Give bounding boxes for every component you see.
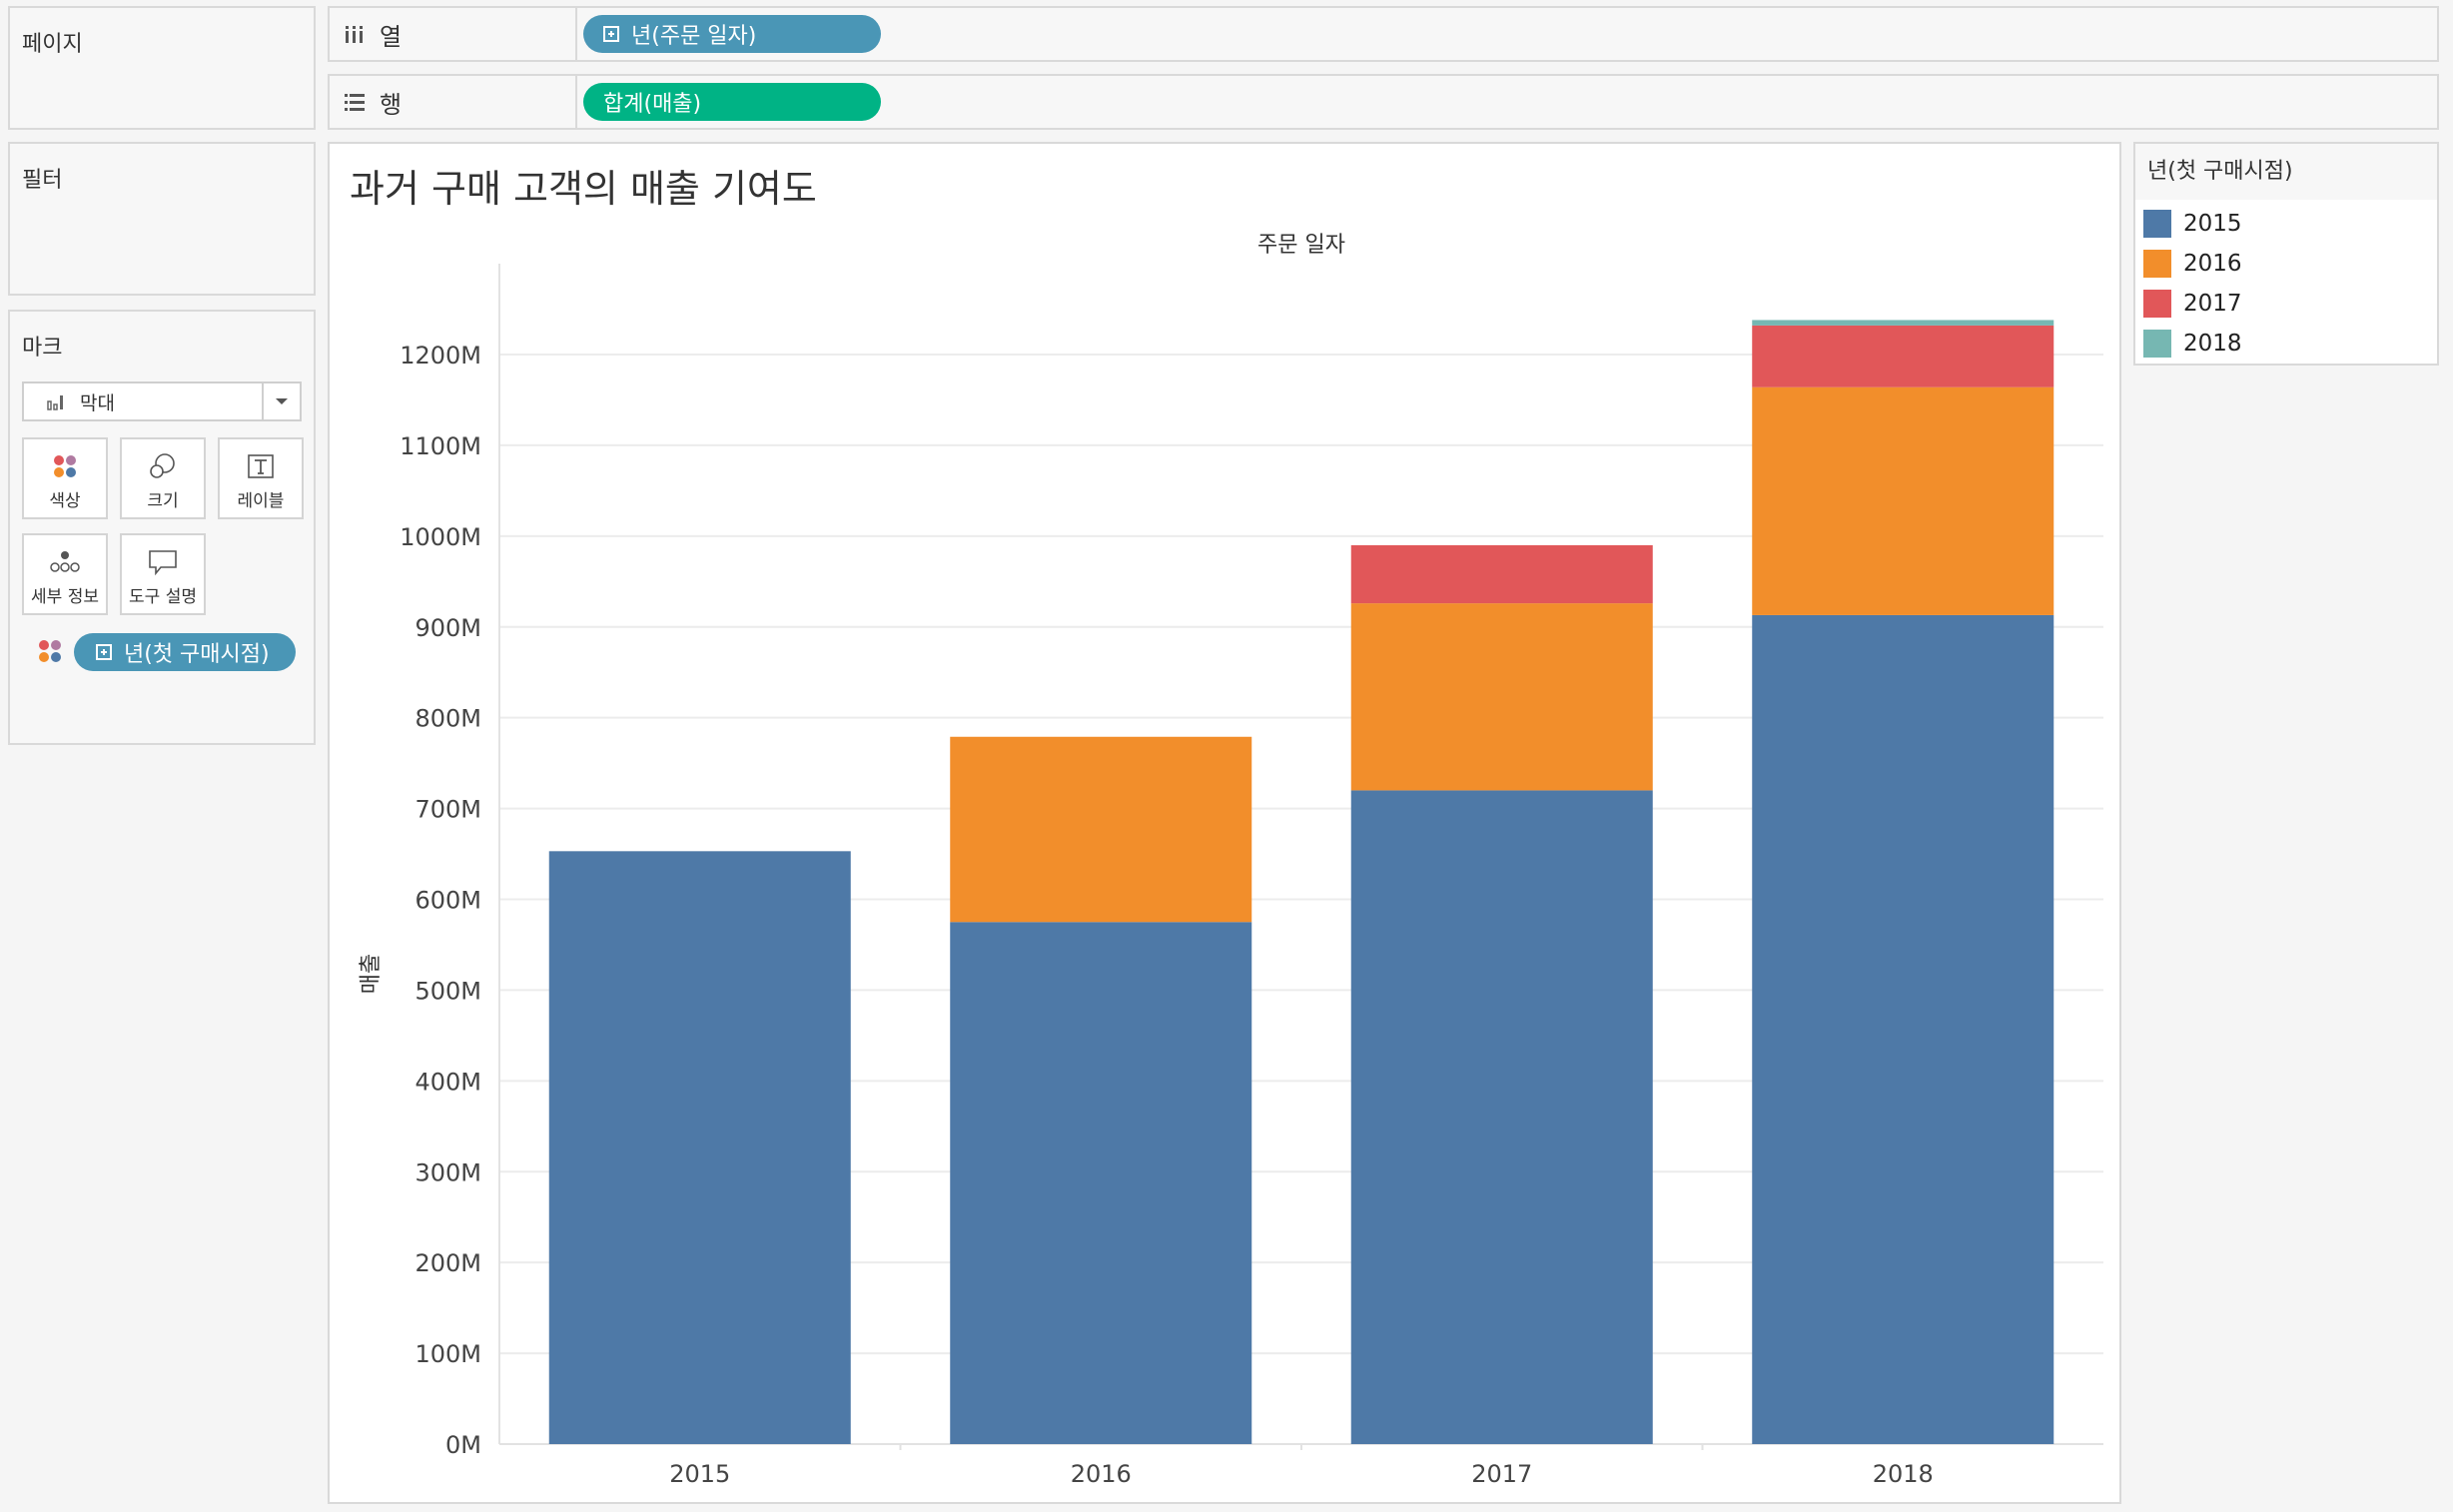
y-tick-label: 600M (414, 887, 481, 915)
filters-shelf-title: 필터 (22, 168, 63, 193)
y-tick-label: 200M (414, 1249, 481, 1277)
columns-icon (346, 26, 363, 43)
size-circles-icon (150, 453, 175, 478)
y-tick-label: 800M (414, 705, 481, 733)
legend-swatch (2143, 330, 2171, 358)
columns-pill-label: 년(주문 일자) (631, 24, 757, 49)
columns-shelf[interactable]: 열 년(주문 일자) (328, 6, 2439, 62)
rows-shelf[interactable]: 행 합계(매출) (328, 74, 2439, 130)
color-pill-first-purchase-year[interactable]: 년(첫 구매시점) (74, 633, 296, 671)
y-tick-label: 100M (414, 1340, 481, 1368)
y-tick-label: 1000M (400, 523, 481, 551)
color-dots-icon (39, 640, 61, 662)
bar-segment-2018-2016 (1752, 386, 2054, 615)
legend-item-2017[interactable]: 2017 (2135, 284, 2437, 324)
bar-segment-2015-2015 (548, 851, 851, 1444)
mark-type-dropdown[interactable]: 막대 (22, 381, 302, 421)
rows-pill-label: 합계(매출) (603, 92, 702, 117)
bar-segment-2017-2016 (1350, 603, 1653, 791)
chevron-down-icon[interactable] (262, 383, 300, 419)
legend-item-label: 2016 (2183, 251, 2242, 277)
legend-swatch (2143, 210, 2171, 238)
legend-item-2018[interactable]: 2018 (2135, 324, 2437, 364)
y-tick-label: 300M (414, 1158, 481, 1186)
size-button[interactable]: 크기 (120, 437, 206, 519)
y-tick-label: 900M (414, 614, 481, 642)
x-tick-label: 2015 (669, 1460, 730, 1488)
detail-dots-icon (50, 551, 80, 572)
tooltip-button[interactable]: 도구 설명 (120, 533, 206, 615)
y-tick-label: 1100M (400, 432, 481, 460)
column-header: 주문 일자 (1257, 233, 1345, 258)
legend-item-2016[interactable]: 2016 (2135, 244, 2437, 284)
x-tick-label: 2017 (1471, 1460, 1532, 1488)
view-title: 과거 구매 고객의 매출 기여도 (350, 167, 817, 211)
y-tick-label: 400M (414, 1068, 481, 1096)
rows-pill-sum-sales[interactable]: 합계(매출) (583, 83, 881, 121)
columns-shelf-text: 열 (380, 22, 403, 51)
detail-button-label: 세부 정보 (31, 587, 99, 607)
bar-segment-2017-2015 (1350, 790, 1653, 1444)
columns-pill-order-year[interactable]: 년(주문 일자) (583, 15, 881, 53)
legend-item-label: 2015 (2183, 211, 2242, 237)
bar-segment-2018-2015 (1752, 614, 2054, 1444)
bar-segment-2018-2018 (1752, 320, 2054, 326)
rows-shelf-label: 행 (330, 76, 577, 128)
bar-segment-2016-2016 (950, 736, 1252, 923)
y-tick-label: 700M (414, 796, 481, 824)
marks-card: 마크 막대 색상 크기 (8, 310, 316, 745)
bar-segment-2017-2017 (1350, 544, 1653, 604)
marks-card-title: 마크 (22, 336, 63, 361)
pages-shelf-title: 페이지 (22, 32, 83, 57)
bar-segment-2018-2017 (1752, 325, 2054, 387)
x-tick-label: 2016 (1071, 1460, 1132, 1488)
legend-swatch (2143, 250, 2171, 278)
rows-icon (345, 94, 365, 111)
pages-shelf[interactable]: 페이지 (8, 6, 316, 130)
bar-chart-icon (47, 395, 63, 410)
y-tick-label: 500M (414, 977, 481, 1005)
y-tick-label: 0M (445, 1431, 481, 1459)
legend-item-2015[interactable]: 2015 (2135, 204, 2437, 244)
legend-item-label: 2018 (2183, 331, 2242, 357)
legend-item-label: 2017 (2183, 291, 2242, 317)
size-button-label: 크기 (147, 491, 179, 511)
color-dots-icon (54, 455, 76, 477)
y-tick-label: 1200M (400, 342, 481, 370)
rows-shelf-text: 행 (380, 90, 403, 119)
filters-shelf[interactable]: 필터 (8, 142, 316, 296)
color-button-label: 색상 (49, 491, 81, 511)
mark-type-label: 막대 (80, 391, 115, 414)
y-axis-label: 매출 (359, 954, 384, 994)
color-legend: 년(첫 구매시점) 2015 2016 2017 2018 (2133, 142, 2439, 366)
tooltip-button-label: 도구 설명 (129, 587, 197, 607)
tooltip-bubble-icon (149, 550, 177, 576)
expand-plus-icon[interactable] (96, 644, 112, 660)
label-button-label: 레이블 (237, 491, 285, 511)
text-label-icon (248, 454, 274, 478)
detail-button[interactable]: 세부 정보 (22, 533, 108, 615)
label-button[interactable]: 레이블 (218, 437, 304, 519)
color-button[interactable]: 색상 (22, 437, 108, 519)
x-tick-label: 2018 (1873, 1460, 1934, 1488)
bar-segment-2016-2015 (950, 922, 1252, 1444)
columns-shelf-label: 열 (330, 8, 577, 60)
legend-swatch (2143, 290, 2171, 318)
legend-title: 년(첫 구매시점) (2135, 144, 2437, 200)
expand-plus-icon[interactable] (603, 26, 619, 42)
color-pill-label: 년(첫 구매시점) (124, 642, 270, 667)
